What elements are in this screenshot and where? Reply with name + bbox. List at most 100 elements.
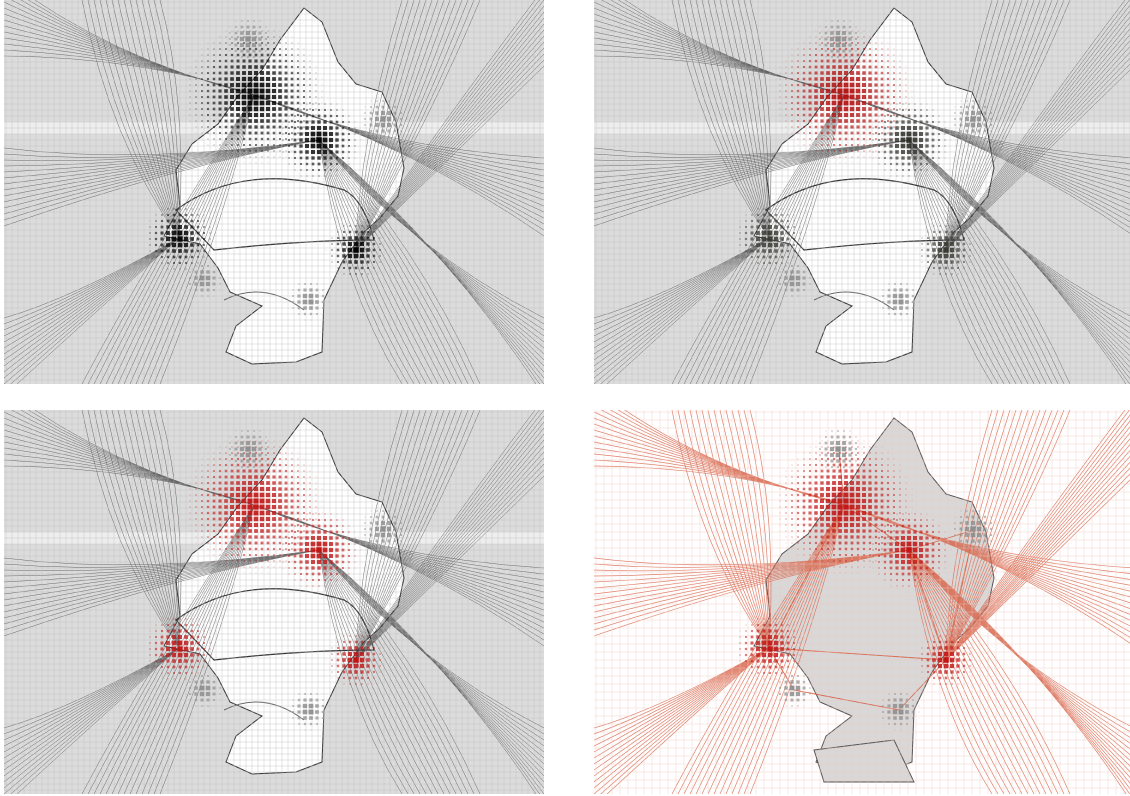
- density-dot: [278, 523, 282, 527]
- density-dot: [322, 535, 328, 541]
- density-dot: [886, 95, 890, 99]
- density-dot: [900, 541, 906, 547]
- density-dot: [248, 59, 252, 63]
- density-dot: [803, 48, 805, 50]
- density-dot: [856, 463, 860, 467]
- density-dot: [739, 256, 741, 258]
- density-dot: [850, 529, 854, 533]
- flow-line: [945, 0, 1017, 251]
- density-dot: [252, 435, 256, 439]
- density-dot: [963, 237, 965, 239]
- density-dot: [259, 76, 265, 82]
- density-dot: [366, 652, 370, 656]
- density-dot: [293, 536, 297, 540]
- density-dot: [831, 20, 833, 22]
- density-dot: [825, 466, 827, 468]
- density-dot: [309, 84, 311, 86]
- density-dot: [261, 554, 263, 556]
- density-dot: [284, 71, 288, 75]
- density-dot: [279, 548, 281, 550]
- density-dot: [322, 541, 328, 547]
- density-dot: [825, 20, 827, 22]
- density-dot: [279, 30, 281, 32]
- density-dot: [299, 572, 303, 576]
- density-dot: [841, 36, 847, 42]
- density-dot: [278, 113, 282, 117]
- density-dot: [247, 82, 253, 88]
- density-dot: [820, 119, 824, 123]
- density-dot: [825, 498, 831, 504]
- density-dot: [304, 283, 306, 285]
- density-dot: [926, 585, 928, 587]
- density-dot: [878, 133, 880, 135]
- density-dot: [872, 133, 874, 135]
- density-dot: [784, 680, 788, 684]
- density-dot: [814, 89, 818, 93]
- density-dot: [207, 476, 209, 478]
- density-dot: [901, 572, 905, 576]
- density-dot: [284, 113, 288, 117]
- density-dot: [318, 175, 320, 177]
- density-dot: [254, 535, 258, 539]
- density-dot: [271, 82, 277, 88]
- density-dot: [303, 78, 305, 80]
- density-dot: [328, 301, 330, 303]
- density-dot: [303, 288, 307, 292]
- flow-line: [908, 549, 1041, 794]
- density-dot: [235, 82, 241, 88]
- density-dot: [969, 665, 971, 667]
- density-dot: [273, 150, 275, 152]
- density-dot: [212, 505, 216, 509]
- density-dot: [302, 505, 306, 509]
- density-dot: [969, 255, 971, 257]
- density-dot: [183, 652, 189, 658]
- flow-line: [318, 139, 421, 384]
- density-dot: [861, 88, 867, 94]
- density-dot: [213, 42, 215, 44]
- density-dot: [349, 273, 351, 275]
- density-dot: [381, 539, 385, 543]
- density-dot: [851, 30, 853, 32]
- density-dot: [869, 156, 871, 158]
- density-dot: [260, 53, 264, 57]
- density-dot: [322, 149, 328, 155]
- density-dot: [265, 442, 267, 444]
- density-dot: [331, 249, 333, 251]
- density-dot: [872, 567, 874, 569]
- density-dot: [291, 464, 293, 466]
- density-dot: [791, 500, 793, 502]
- density-dot: [832, 53, 836, 57]
- density-dot: [797, 476, 799, 478]
- density-dot: [348, 561, 350, 563]
- density-dot: [868, 463, 872, 467]
- density-dot: [762, 659, 766, 663]
- density-dot: [773, 652, 779, 658]
- density-dot: [796, 680, 800, 684]
- density-dot: [785, 494, 787, 496]
- density-dot: [851, 440, 853, 442]
- density-dot: [229, 460, 231, 462]
- density-dot: [309, 60, 311, 62]
- density-dot: [242, 469, 246, 473]
- density-dot: [899, 542, 901, 544]
- flow-line: [318, 139, 451, 384]
- density-dot: [177, 224, 183, 230]
- density-dot: [963, 641, 965, 643]
- density-dot: [791, 138, 793, 140]
- density-dot: [201, 90, 203, 92]
- density-dot: [907, 518, 911, 522]
- density-dot: [312, 109, 314, 111]
- density-dot: [321, 294, 325, 298]
- density-dot: [896, 513, 898, 515]
- density-dot: [341, 126, 345, 130]
- density-dot: [213, 138, 215, 140]
- density-dot: [237, 150, 239, 152]
- density-dot: [744, 237, 748, 241]
- density-dot: [241, 88, 247, 94]
- density-dot: [348, 676, 352, 680]
- density-dot: [893, 306, 897, 310]
- flow-line: [355, 410, 463, 661]
- density-dot: [932, 525, 934, 527]
- density-dot: [315, 288, 319, 292]
- density-dot: [944, 561, 946, 563]
